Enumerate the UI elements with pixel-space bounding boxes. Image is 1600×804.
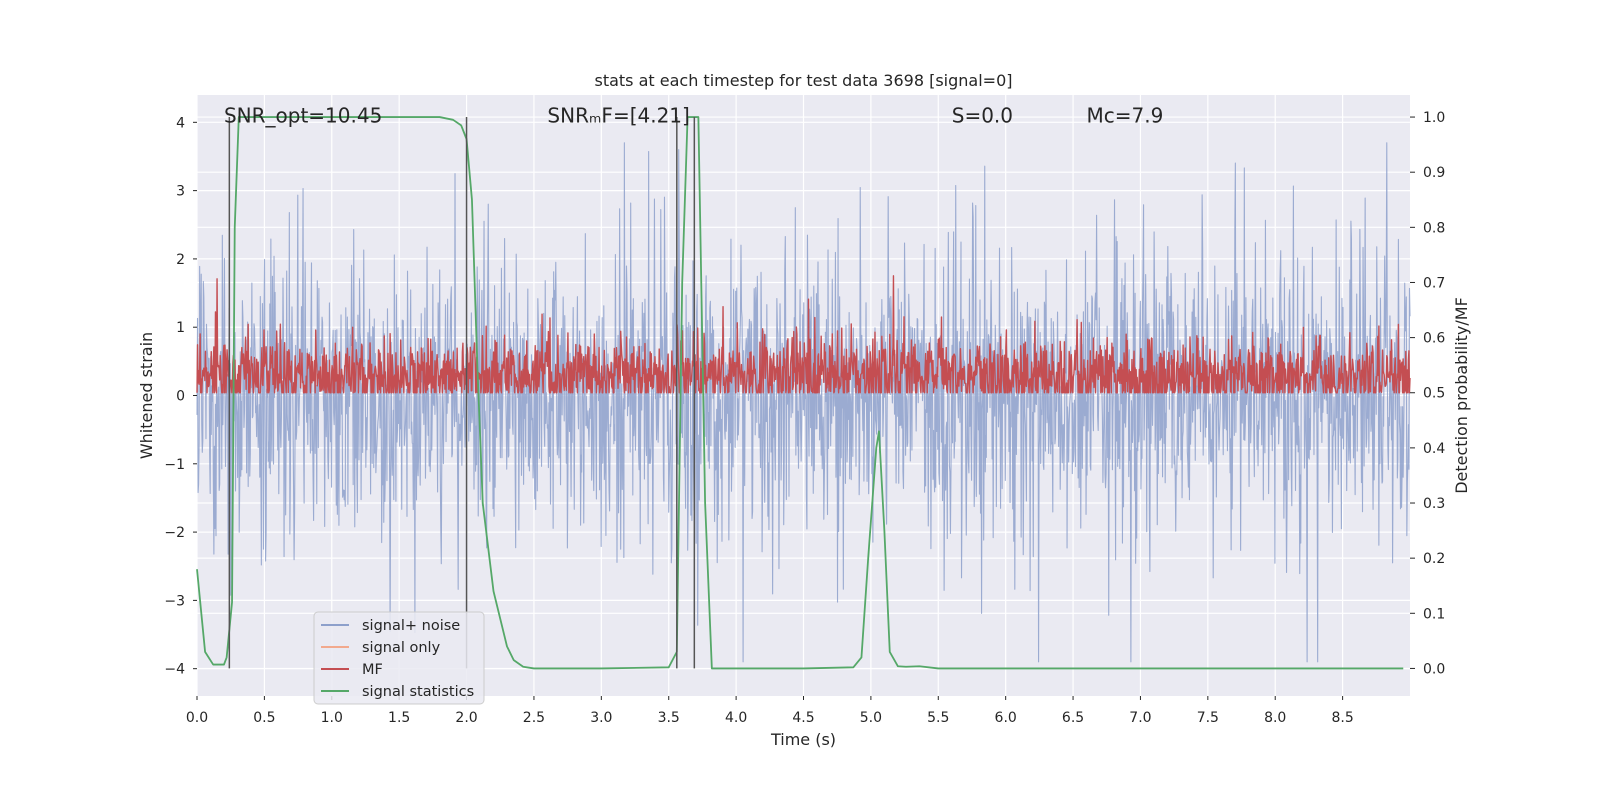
- x-tick-label: 8.0: [1264, 710, 1286, 726]
- y-left-tick-label: 4: [176, 115, 185, 131]
- axis-ticks: 0.0 0.5 1.0 1.5 2.0 2.5 3.0 3.5 4.0 4.5 5.0 5.5 6.0 6…: [164, 110, 1445, 726]
- legend-label: signal only: [362, 640, 441, 656]
- x-tick-label: 7.5: [1197, 710, 1219, 726]
- series-layer: [196, 116, 1411, 670]
- y-left-tick-label: −1: [164, 457, 185, 473]
- annotation-snr-opt: SNR_opt=10.45: [224, 103, 382, 127]
- y-left-axis-title: Whitened strain: [137, 332, 156, 459]
- y-left-tick-label: 1: [176, 320, 185, 336]
- y-right-tick-label: 0.9: [1423, 165, 1445, 181]
- y-left-tick-label: −4: [164, 662, 185, 678]
- legend-box: [313, 611, 485, 705]
- series-signal-statistics-line: [196, 116, 1404, 670]
- annotation-chirp-mass: Mᴄ=7.9: [1087, 103, 1164, 127]
- y-right-axis-title: Detection probability/MF: [1452, 297, 1471, 494]
- x-tick-label: 1.5: [388, 710, 410, 726]
- y-left-tick-label: −2: [164, 525, 185, 541]
- y-right-tick-label: 0.7: [1423, 275, 1445, 291]
- x-tick-label: 5.0: [860, 710, 882, 726]
- legend-label: signal+ noise: [362, 618, 460, 634]
- y-right-tick-label: 0.0: [1423, 661, 1445, 677]
- x-tick-label: 7.0: [1129, 710, 1151, 726]
- x-tick-label: 2.5: [523, 710, 545, 726]
- legend-label: MF: [362, 662, 383, 678]
- x-tick-label: 5.5: [927, 710, 949, 726]
- y-right-tick-label: 0.5: [1423, 386, 1445, 402]
- x-tick-label: 1.0: [321, 710, 343, 726]
- y-right-tick-label: 0.8: [1423, 220, 1445, 236]
- x-tick-label: 3.0: [590, 710, 612, 726]
- x-tick-label: 0.5: [253, 710, 275, 726]
- y-right-tick-label: 0.2: [1423, 551, 1445, 567]
- x-tick-label: 2.0: [455, 710, 477, 726]
- y-right-tick-label: 0.3: [1423, 496, 1445, 512]
- y-right-tick-label: 0.1: [1423, 606, 1445, 622]
- y-left-tick-label: 3: [176, 184, 185, 200]
- y-left-tick-label: −3: [164, 593, 185, 609]
- y-right-tick-label: 0.4: [1423, 441, 1445, 457]
- x-tick-label: 8.5: [1331, 710, 1353, 726]
- x-tick-label: 4.5: [792, 710, 814, 726]
- y-left-tick-label: 2: [176, 252, 185, 268]
- annotation-s-value: S=0.0: [952, 103, 1013, 127]
- x-axis-title: Time (s): [770, 730, 836, 749]
- x-tick-label: 6.0: [995, 710, 1017, 726]
- vertical-markers: [228, 117, 696, 669]
- legend: signal+ noise signal only MF signal statist…: [313, 611, 485, 705]
- chart-title: stats at each timestep for test data 369…: [594, 71, 1012, 90]
- y-right-tick-label: 1.0: [1423, 110, 1445, 126]
- series-mf-line: [196, 275, 1411, 394]
- x-tick-label: 4.0: [725, 710, 747, 726]
- y-left-tick-label: 0: [176, 389, 185, 405]
- annotations: SNR_opt=10.45 SNRₘF=[4.21] S=0.0 Mᴄ=7.9: [224, 103, 1163, 127]
- annotation-snr-mf: SNRₘF=[4.21]: [547, 103, 689, 127]
- y-right-tick-label: 0.6: [1423, 331, 1445, 347]
- x-tick-label: 0.0: [186, 710, 208, 726]
- x-tick-label: 6.5: [1062, 710, 1084, 726]
- x-tick-label: 3.5: [658, 710, 680, 726]
- legend-label: signal statistics: [362, 684, 474, 700]
